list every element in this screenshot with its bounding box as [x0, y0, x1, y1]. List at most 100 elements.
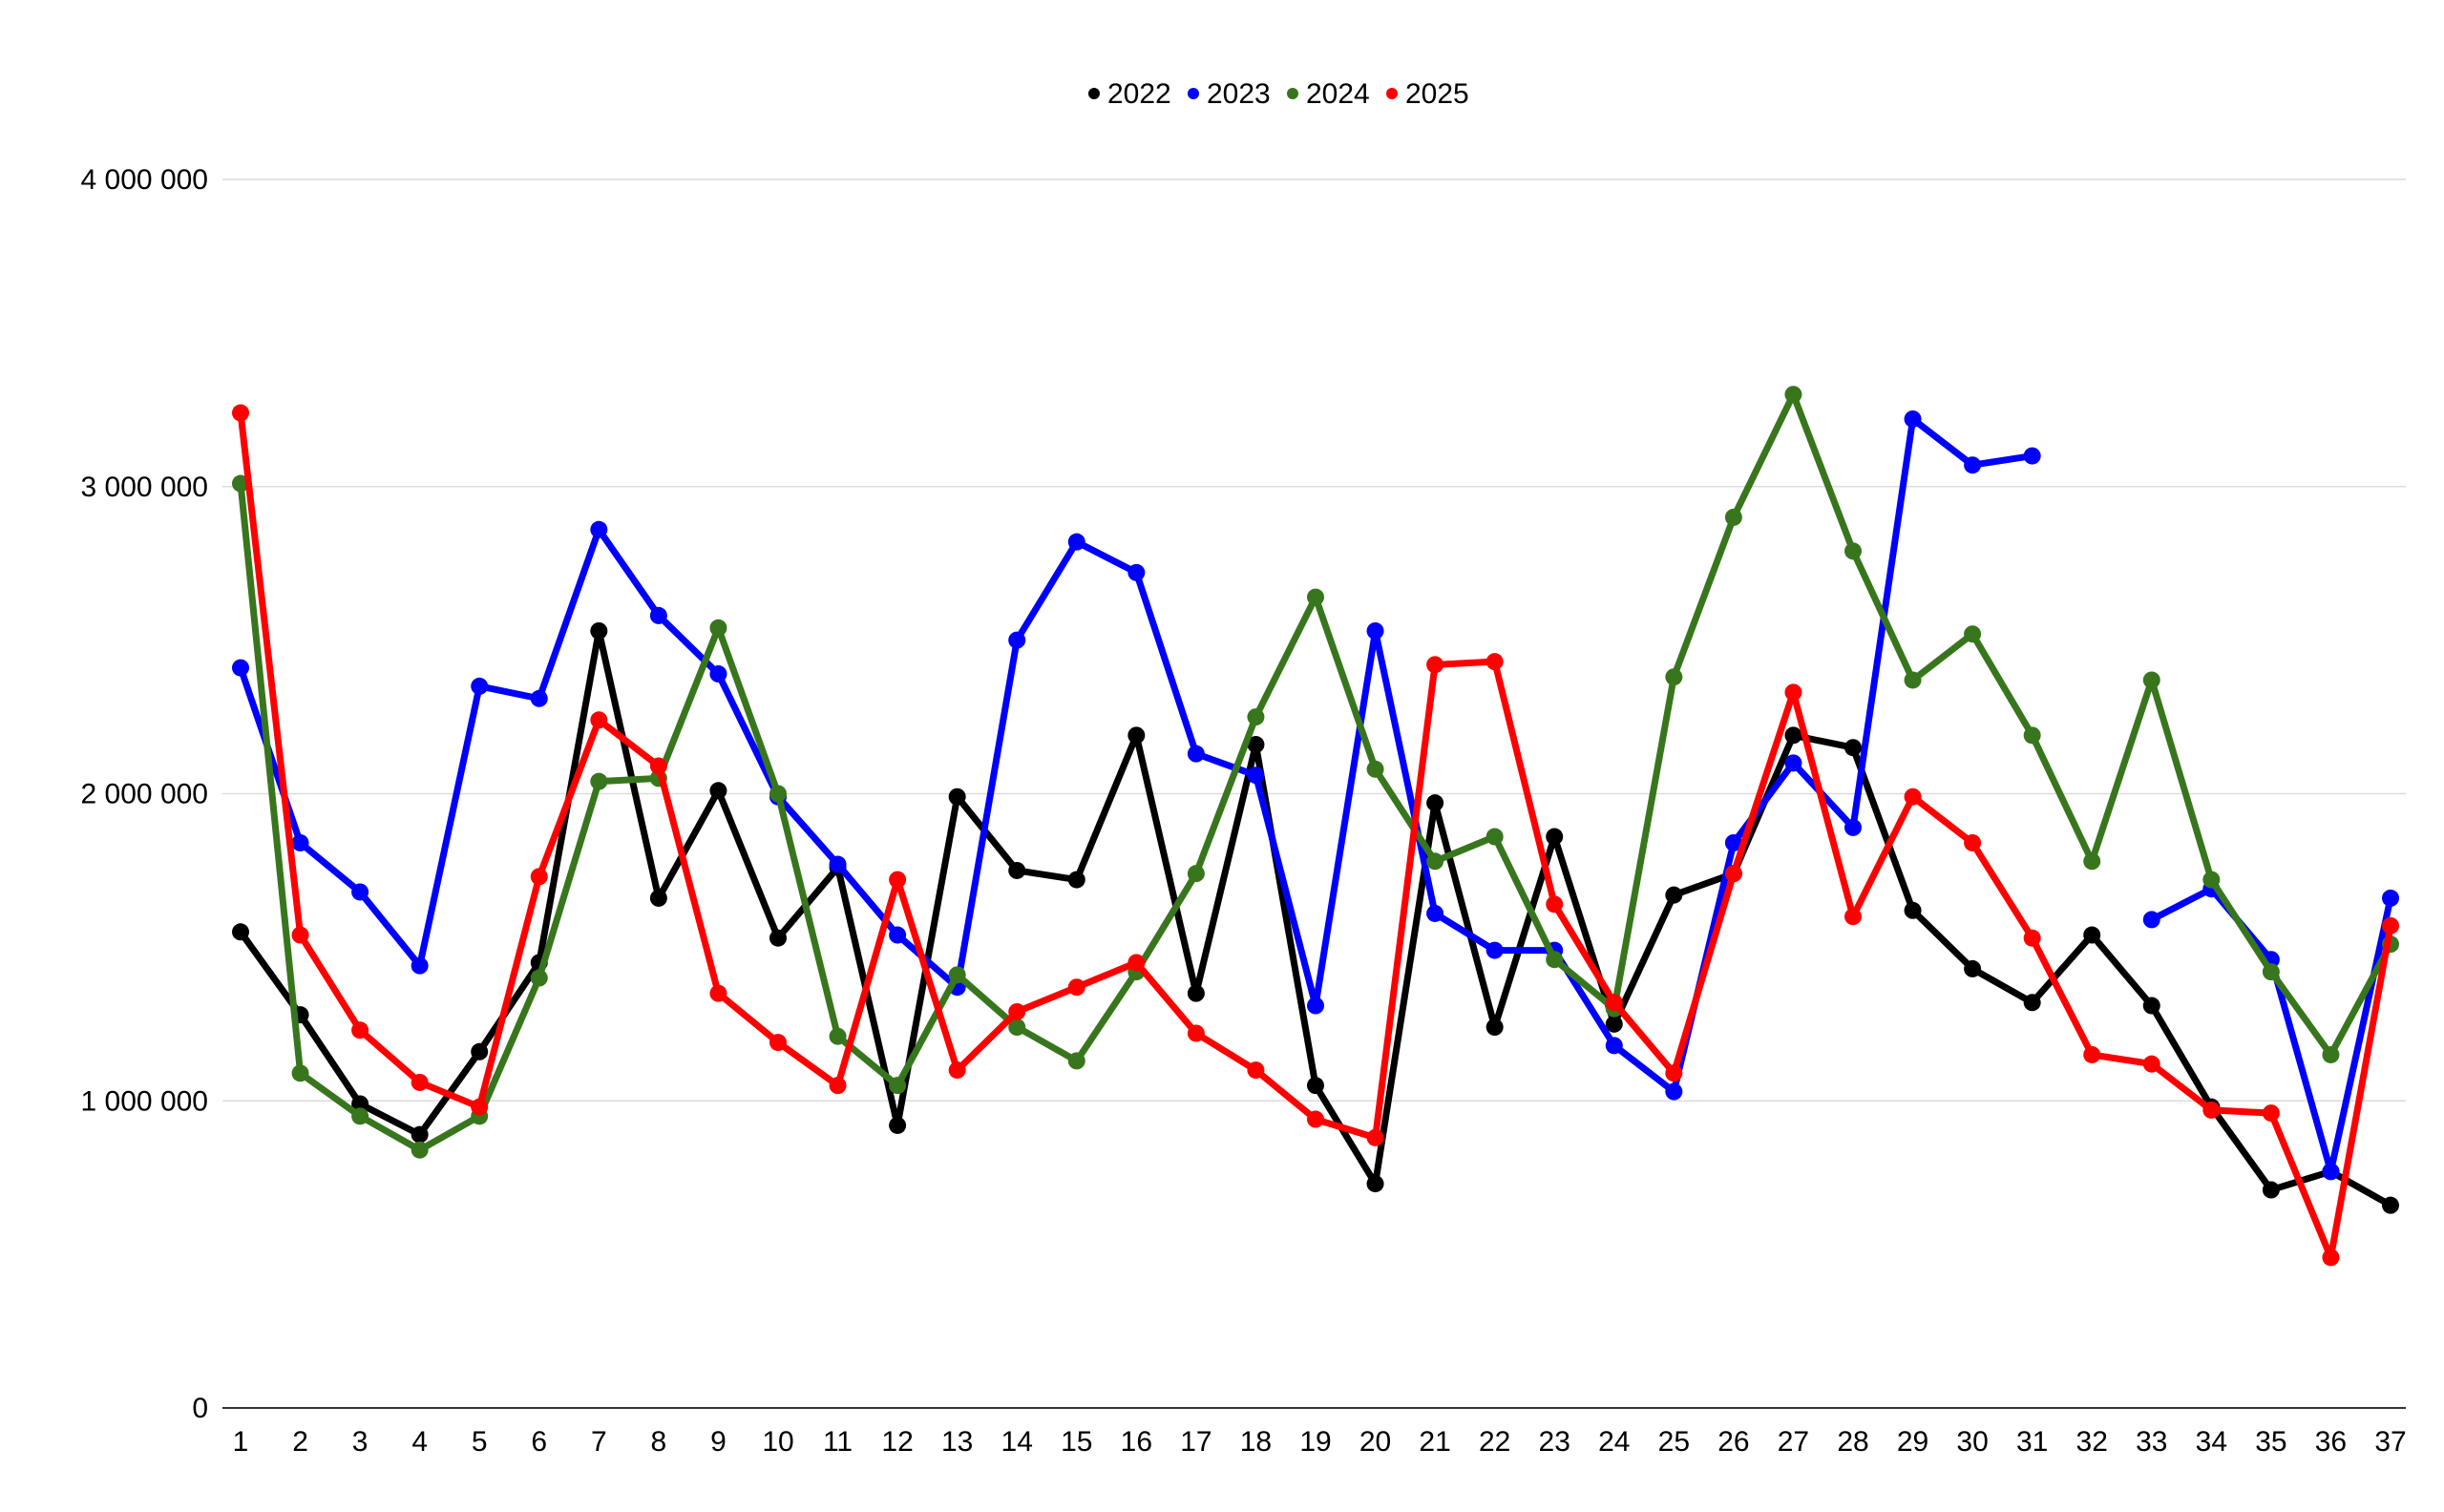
- data-point-2023: [590, 520, 608, 538]
- legend-marker: [1188, 88, 1199, 99]
- data-point-2023: [351, 883, 369, 901]
- data-point-2024: [411, 1141, 429, 1159]
- data-point-2022: [1784, 726, 1802, 745]
- legend-label: 2023: [1207, 78, 1271, 110]
- data-point-2023: [1366, 621, 1384, 640]
- x-tick-label: 19: [1299, 1426, 1331, 1458]
- data-point-2023: [1964, 456, 1982, 474]
- data-point-2025: [590, 711, 608, 729]
- data-point-2023: [1724, 833, 1742, 851]
- x-tick-label: 29: [1897, 1426, 1928, 1458]
- data-point-2025: [232, 404, 249, 422]
- x-tick-label: 23: [1539, 1426, 1570, 1458]
- x-tick-label: 30: [1956, 1426, 1988, 1458]
- data-point-2025: [1067, 978, 1085, 997]
- series-2023: [232, 410, 2399, 1181]
- data-point-2022: [2142, 997, 2160, 1015]
- x-tick-label: 24: [1598, 1426, 1630, 1458]
- x-tick-label: 7: [591, 1426, 607, 1458]
- x-tick-label: 36: [2315, 1426, 2347, 1458]
- legend-item-2022: 2022: [1088, 78, 1171, 110]
- data-point-2024: [1485, 828, 1504, 846]
- data-point-2025: [1964, 833, 1982, 851]
- x-tick-label: 15: [1061, 1426, 1092, 1458]
- data-point-2022: [1307, 1077, 1324, 1095]
- legend-marker: [1287, 88, 1298, 99]
- data-point-2024: [1964, 625, 1982, 643]
- data-point-2024: [1307, 588, 1324, 606]
- legend-item-2025: 2025: [1386, 78, 1469, 110]
- data-point-2023: [1127, 563, 1146, 581]
- legend-item-2023: 2023: [1188, 78, 1271, 110]
- data-point-2022: [1904, 901, 1922, 919]
- data-point-2023: [1067, 533, 1085, 551]
- data-point-2022: [1546, 828, 1564, 846]
- x-tick-label: 2: [292, 1426, 308, 1458]
- series-2025: [232, 404, 2399, 1267]
- x-tick-label: 4: [411, 1426, 428, 1458]
- data-point-2023: [1665, 1082, 1683, 1101]
- data-point-2022: [411, 1125, 429, 1144]
- data-point-2024: [1665, 668, 1683, 686]
- data-point-2022: [1008, 861, 1026, 879]
- data-point-2024: [2322, 1045, 2340, 1063]
- x-tick-label: 1: [233, 1426, 249, 1458]
- y-tick-label: 3 000 000: [81, 472, 208, 503]
- series-2024: [232, 386, 2399, 1159]
- y-tick-label: 0: [192, 1393, 208, 1424]
- data-point-2022: [232, 923, 249, 941]
- data-point-2025: [889, 871, 907, 889]
- data-point-2023: [530, 689, 548, 707]
- data-point-2024: [829, 1027, 847, 1045]
- data-point-2022: [2023, 994, 2041, 1012]
- data-point-2025: [411, 1073, 429, 1091]
- data-point-2025: [1247, 1061, 1265, 1080]
- x-tick-label: 25: [1658, 1426, 1690, 1458]
- x-tick-label: 17: [1180, 1426, 1211, 1458]
- y-tick-label: 2 000 000: [81, 779, 208, 810]
- legend-marker: [1088, 88, 1100, 99]
- data-point-2025: [2322, 1249, 2340, 1267]
- x-tick-label: 35: [2255, 1426, 2286, 1458]
- x-tick-label: 10: [762, 1426, 793, 1458]
- x-tick-label: 21: [1419, 1426, 1450, 1458]
- x-tick-label: 13: [941, 1426, 973, 1458]
- y-tick-label: 1 000 000: [81, 1085, 208, 1117]
- data-point-2024: [769, 785, 787, 803]
- data-point-2022: [1605, 1015, 1623, 1033]
- data-point-2022: [351, 1095, 369, 1113]
- data-point-2025: [1724, 865, 1742, 883]
- x-tick-label: 3: [352, 1426, 369, 1458]
- data-point-2022: [2083, 926, 2101, 944]
- data-point-2023: [291, 833, 309, 851]
- y-tick-label: 4 000 000: [81, 164, 208, 196]
- data-point-2022: [1127, 726, 1146, 745]
- x-tick-label: 12: [881, 1426, 913, 1458]
- legend-label: 2024: [1306, 78, 1370, 110]
- x-tick-label: 37: [2374, 1426, 2406, 1458]
- data-point-2023: [649, 606, 667, 624]
- data-point-2024: [2023, 726, 2041, 745]
- x-tick-label: 33: [2136, 1426, 2167, 1458]
- data-point-2022: [948, 788, 966, 806]
- data-point-2025: [1844, 908, 1862, 926]
- data-point-2022: [769, 929, 787, 947]
- data-point-2025: [948, 1061, 966, 1080]
- data-point-2024: [1546, 951, 1564, 969]
- data-point-2022: [709, 782, 727, 800]
- x-tick-label: 28: [1837, 1426, 1868, 1458]
- data-point-2022: [590, 621, 608, 640]
- data-point-2025: [2262, 1104, 2280, 1123]
- data-point-2025: [351, 1021, 369, 1040]
- data-point-2023: [1784, 754, 1802, 772]
- gridlines: [222, 178, 2406, 1102]
- x-tick-label: 6: [531, 1426, 547, 1458]
- data-point-2023: [1605, 1037, 1623, 1055]
- data-point-2023: [1904, 410, 1922, 428]
- x-tick-label: 22: [1479, 1426, 1510, 1458]
- data-point-2025: [471, 1098, 489, 1116]
- data-point-2022: [1366, 1175, 1384, 1193]
- data-point-2025: [2023, 929, 2041, 947]
- data-point-2024: [1426, 852, 1444, 871]
